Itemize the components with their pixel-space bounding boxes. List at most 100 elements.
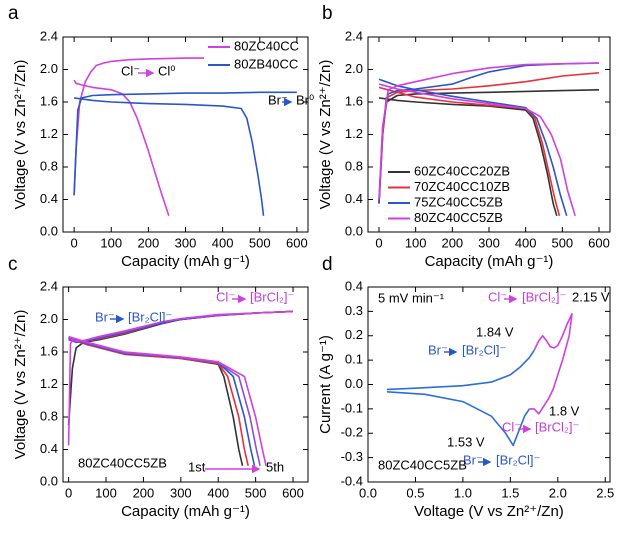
panel-label: d bbox=[322, 254, 333, 275]
y-tick-label: 1.6 bbox=[40, 93, 58, 108]
y-tick-label: 0.2 bbox=[345, 327, 363, 342]
data-line bbox=[73, 57, 205, 217]
annotation: 2.15 V bbox=[572, 289, 610, 304]
x-tick-label: 500 bbox=[551, 235, 573, 250]
y-tick-label: 0.0 bbox=[345, 223, 363, 238]
y-tick-label: 0.1 bbox=[345, 352, 363, 367]
x-tick-label: 500 bbox=[245, 485, 267, 500]
y-axis-label: Voltage (V vs Zn²⁺/Zn) bbox=[12, 60, 29, 210]
annotation: Cl⁻ bbox=[502, 419, 521, 434]
annotation: Cl⁻ bbox=[488, 289, 507, 304]
legend-label: 80ZC40CC5ZB bbox=[414, 210, 503, 225]
panel-label: b bbox=[322, 3, 333, 24]
y-tick-label: 1.2 bbox=[40, 126, 58, 141]
y-tick-label: -0.4 bbox=[341, 473, 363, 488]
x-tick-label: 2.0 bbox=[549, 485, 567, 500]
annotation: 80ZC40CC5ZB bbox=[78, 455, 167, 470]
data-line bbox=[529, 313, 573, 415]
annotation: 80ZC40CC5ZB bbox=[378, 457, 467, 472]
x-tick-label: 500 bbox=[249, 235, 271, 250]
data-line bbox=[386, 349, 535, 447]
annotation: 5th bbox=[266, 459, 284, 474]
x-tick-label: 400 bbox=[207, 485, 229, 500]
x-tick-label: 0.0 bbox=[359, 485, 377, 500]
y-tick-label: -0.1 bbox=[341, 400, 363, 415]
x-tick-label: 100 bbox=[95, 485, 117, 500]
annotation: Cl⁰ bbox=[158, 63, 176, 78]
y-tick-label: 2.4 bbox=[40, 278, 58, 293]
x-tick-label: 300 bbox=[170, 485, 192, 500]
annotation: 1.84 V bbox=[476, 324, 514, 339]
x-axis-label: Capacity (mAh g⁻¹) bbox=[121, 253, 250, 270]
y-tick-label: 2.4 bbox=[40, 28, 58, 43]
x-tick-label: 300 bbox=[478, 235, 500, 250]
data-line bbox=[68, 310, 294, 466]
data-line bbox=[67, 310, 294, 466]
annotation: 1.53 V bbox=[447, 434, 485, 449]
y-tick-label: -0.3 bbox=[341, 449, 363, 464]
y-tick-label: 0.8 bbox=[40, 408, 58, 423]
x-axis-label: Capacity (mAh g⁻¹) bbox=[425, 253, 554, 270]
y-tick-label: 2.0 bbox=[40, 311, 58, 326]
annotation: 1st bbox=[188, 459, 206, 474]
x-tick-label: 1.5 bbox=[501, 485, 519, 500]
annotation: [BrCl₂]⁻ bbox=[522, 289, 566, 304]
x-tick-label: 0 bbox=[65, 485, 72, 500]
x-tick-label: 600 bbox=[588, 235, 610, 250]
x-axis-label: Voltage (V vs Zn²⁺/Zn) bbox=[414, 503, 564, 520]
annotation: Br⁻ bbox=[463, 452, 483, 467]
x-tick-label: 400 bbox=[515, 235, 537, 250]
y-tick-label: 2.4 bbox=[345, 28, 363, 43]
y-tick-label: 1.6 bbox=[345, 93, 363, 108]
data-line bbox=[67, 310, 294, 466]
x-tick-label: 200 bbox=[138, 235, 160, 250]
y-tick-label: 1.6 bbox=[40, 343, 58, 358]
x-tick-label: 100 bbox=[405, 235, 427, 250]
y-tick-label: 2.0 bbox=[345, 61, 363, 76]
plot-frame bbox=[367, 286, 611, 483]
y-tick-label: 0.4 bbox=[345, 191, 363, 206]
y-axis-label: Current (A g⁻¹) bbox=[317, 335, 334, 434]
x-tick-label: 300 bbox=[175, 235, 197, 250]
y-tick-label: 2.0 bbox=[40, 61, 58, 76]
y-tick-label: 0.3 bbox=[345, 303, 363, 318]
x-tick-label: 0 bbox=[71, 235, 78, 250]
y-axis-label: Voltage (V vs Zn²⁺/Zn) bbox=[12, 310, 29, 460]
annotation: Br⁻ bbox=[95, 309, 115, 324]
x-tick-label: 200 bbox=[133, 485, 155, 500]
annotation: [BrCl₂]⁻ bbox=[535, 419, 579, 434]
annotation: [Br₂Cl]⁻ bbox=[128, 309, 172, 324]
annotation: Br⁻ bbox=[268, 92, 288, 107]
annotation: 1.8 V bbox=[549, 403, 580, 418]
x-axis-label: Capacity (mAh g⁻¹) bbox=[121, 503, 250, 520]
data-line bbox=[68, 310, 294, 466]
legend-label: 60ZC40CC20ZB bbox=[414, 163, 510, 178]
y-tick-label: 0.0 bbox=[40, 223, 58, 238]
y-tick-label: 1.2 bbox=[40, 376, 58, 391]
y-tick-label: 0.4 bbox=[40, 441, 58, 456]
annotation: Cl⁻ bbox=[216, 289, 235, 304]
y-tick-label: 0.0 bbox=[40, 473, 58, 488]
x-tick-label: 100 bbox=[100, 235, 122, 250]
x-tick-label: 1.0 bbox=[454, 485, 472, 500]
data-line bbox=[73, 91, 297, 216]
data-line bbox=[68, 310, 294, 466]
data-line bbox=[378, 62, 600, 217]
legend-label: 70ZC40CC10ZB bbox=[414, 179, 510, 194]
y-tick-label: -0.2 bbox=[341, 425, 363, 440]
panel-label: c bbox=[8, 254, 18, 275]
x-tick-label: 600 bbox=[282, 485, 304, 500]
annotation: 5 mV min⁻¹ bbox=[378, 290, 445, 305]
x-tick-label: 2.5 bbox=[596, 485, 614, 500]
y-tick-label: 0.4 bbox=[40, 191, 58, 206]
y-tick-label: 0.8 bbox=[345, 158, 363, 173]
legend-label: 75ZC40CC5ZB bbox=[414, 194, 503, 209]
x-tick-label: 200 bbox=[441, 235, 463, 250]
y-tick-label: 0.8 bbox=[40, 158, 58, 173]
y-tick-label: 1.2 bbox=[345, 126, 363, 141]
x-tick-label: 600 bbox=[286, 235, 308, 250]
annotation: Cl⁻ bbox=[121, 63, 140, 78]
annotation: [Br₂Cl]⁻ bbox=[462, 342, 506, 357]
legend-label: 80ZC40CC bbox=[234, 38, 299, 53]
